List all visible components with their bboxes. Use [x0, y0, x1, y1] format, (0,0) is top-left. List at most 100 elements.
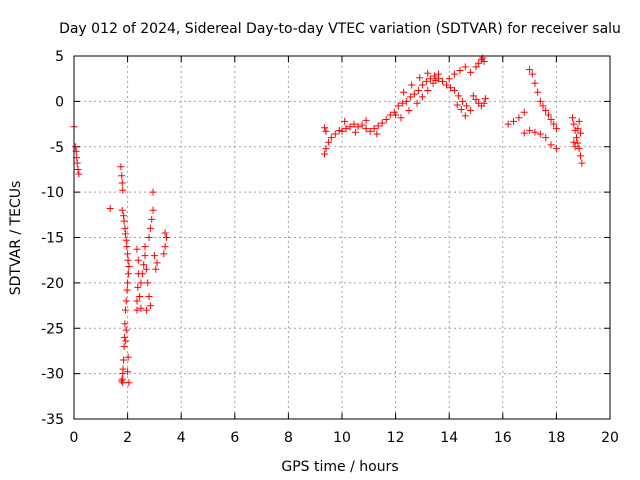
x-tick-label: 16 — [494, 430, 512, 446]
data-point — [366, 127, 374, 135]
data-point — [544, 111, 552, 119]
data-point — [472, 96, 480, 104]
data-point — [124, 279, 132, 287]
x-tick-label: 4 — [177, 430, 186, 446]
data-point — [520, 108, 528, 116]
data-point — [528, 70, 536, 78]
data-point — [71, 143, 79, 151]
data-point — [142, 306, 150, 314]
data-point — [138, 270, 146, 278]
data-point — [467, 68, 475, 76]
data-point — [451, 86, 459, 94]
data-point — [445, 75, 453, 83]
data-point — [461, 63, 469, 71]
data-point — [120, 342, 128, 350]
data-point — [547, 116, 555, 124]
data-point — [341, 117, 349, 125]
y-tick-label: -35 — [41, 412, 64, 428]
plot-frame — [73, 55, 611, 420]
data-point — [463, 102, 471, 110]
data-point — [350, 120, 358, 128]
data-point — [342, 125, 350, 133]
data-point — [574, 139, 582, 147]
data-point — [542, 134, 550, 142]
y-tick-label: -5 — [50, 140, 64, 156]
data-point — [456, 67, 464, 75]
data-point — [122, 326, 130, 334]
data-point — [394, 102, 402, 110]
data-point — [422, 77, 430, 85]
data-point — [413, 99, 421, 107]
data-point — [121, 320, 129, 328]
data-point — [531, 79, 539, 87]
data-point — [547, 141, 555, 149]
data-point — [125, 379, 133, 387]
y-tick-label: -15 — [41, 231, 64, 247]
data-point — [570, 138, 578, 146]
data-point — [374, 122, 382, 130]
data-point — [574, 125, 582, 133]
data-point — [74, 165, 82, 173]
data-point — [134, 283, 142, 291]
data-point — [577, 129, 585, 137]
data-point — [479, 54, 487, 62]
data-point — [406, 93, 414, 101]
data-point — [118, 172, 126, 180]
data-point — [136, 292, 144, 300]
data-point — [125, 263, 133, 271]
data-point — [534, 88, 542, 96]
data-point — [119, 370, 127, 378]
data-point — [480, 57, 488, 65]
y-tick-label: -25 — [41, 321, 64, 337]
y-tick-label: -10 — [41, 185, 64, 201]
data-point — [461, 112, 469, 120]
data-point — [398, 99, 406, 107]
data-point — [123, 243, 131, 251]
data-point — [331, 130, 339, 138]
data-point — [531, 128, 539, 136]
data-point — [117, 163, 125, 171]
data-point — [510, 117, 518, 125]
data-point — [118, 179, 126, 187]
grid-lines — [74, 56, 610, 419]
data-point — [575, 145, 583, 153]
data-point — [152, 265, 160, 273]
data-point — [162, 234, 170, 241]
data-point — [137, 279, 145, 287]
x-axis-label: GPS time / hours — [281, 459, 398, 475]
data-point — [358, 121, 366, 129]
data-point — [439, 77, 446, 85]
data-point — [414, 86, 422, 94]
data-point — [568, 114, 576, 122]
data-point — [402, 97, 410, 105]
data-point — [578, 159, 586, 167]
data-point — [455, 92, 463, 100]
data-point — [322, 145, 330, 153]
x-tick-label: 2 — [123, 430, 132, 446]
data-point — [424, 86, 432, 94]
data-point — [140, 261, 148, 269]
data-point — [575, 117, 583, 125]
data-point — [120, 333, 128, 341]
data-point — [351, 128, 359, 136]
data-point — [161, 229, 169, 237]
data-point — [362, 116, 370, 124]
data-point — [124, 270, 132, 278]
data-point — [149, 206, 157, 214]
data-point — [346, 123, 354, 131]
axis-ticks: 0 2 4 6 8 10 12 14 16 18 20 -35 -30 -25 -20 -15 -10 -5 0 5 — [41, 49, 619, 446]
data-point — [373, 130, 381, 138]
data-point — [73, 159, 81, 167]
y-axis-label: SDTVAR / TECUs — [8, 181, 24, 296]
data-point — [141, 243, 149, 251]
data-point — [144, 279, 152, 287]
data-point — [550, 120, 558, 128]
data-point — [475, 59, 483, 67]
data-point — [571, 143, 579, 151]
data-point — [120, 356, 128, 364]
data-point — [153, 259, 161, 267]
data-point — [443, 81, 451, 89]
data-point — [504, 120, 512, 128]
data-point — [542, 106, 550, 114]
data-point — [124, 256, 132, 264]
